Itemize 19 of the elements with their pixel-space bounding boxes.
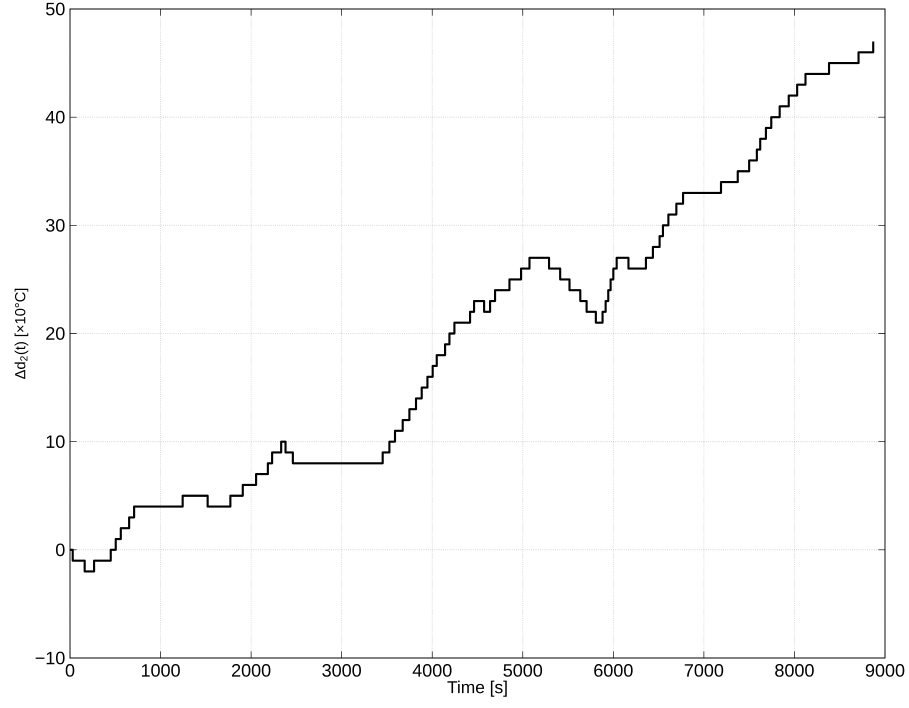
y-tick-label: 0 — [56, 543, 65, 556]
x-tick-label: 2000 — [232, 664, 270, 677]
y-tick-label: 40 — [46, 110, 65, 124]
x-tick-label: 8000 — [775, 664, 814, 677]
x-tick-label: 7000 — [684, 664, 724, 677]
y-tick-label: 20 — [46, 327, 65, 340]
y-tick-label: 50 — [46, 2, 65, 16]
y-tick-label: 10 — [46, 435, 65, 448]
x-tick-label: 5000 — [503, 664, 542, 677]
y-tick-label: −10 — [36, 652, 65, 664]
x-tick-label: 0 — [66, 664, 74, 677]
x-tick-label: 9000 — [866, 664, 904, 677]
x-axis-title: Time [s] — [447, 680, 507, 697]
x-tick-label: 4000 — [412, 664, 452, 677]
x-tick-label: 6000 — [594, 664, 633, 677]
x-tick-label: 3000 — [322, 664, 361, 677]
y-axis-title: Δd$_{2}$(t) [×10°C] — [14, 288, 28, 379]
y-tick-label: 30 — [46, 218, 65, 232]
x-tick-label: 1000 — [142, 664, 180, 677]
